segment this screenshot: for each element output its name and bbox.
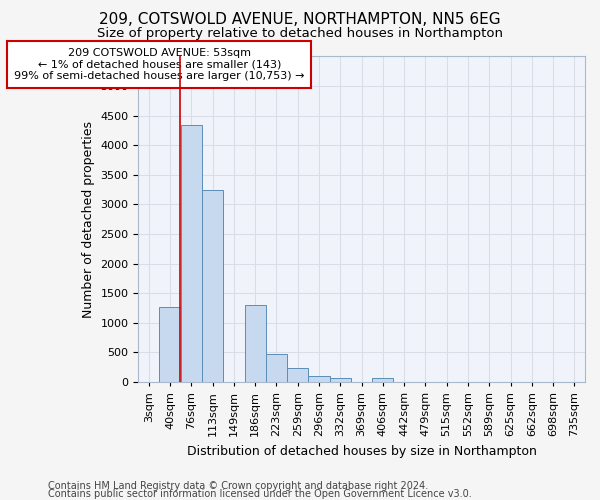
Bar (181, 124, 202, 382)
Text: 209 COTSWOLD AVENUE: 53sqm
← 1% of detached houses are smaller (143)
99% of semi: 209 COTSWOLD AVENUE: 53sqm ← 1% of detac… (14, 48, 305, 82)
Text: Contains HM Land Registry data © Crown copyright and database right 2024.: Contains HM Land Registry data © Crown c… (48, 481, 428, 491)
X-axis label: Distribution of detached houses by size in Northampton: Distribution of detached houses by size … (187, 444, 536, 458)
Bar (329, 378, 351, 382)
Bar (308, 376, 329, 382)
Text: Size of property relative to detached houses in Northampton: Size of property relative to detached ho… (97, 28, 503, 40)
Bar (266, 354, 287, 382)
Bar (160, 307, 181, 382)
Text: Contains public sector information licensed under the Open Government Licence v3: Contains public sector information licen… (48, 489, 472, 499)
Bar (202, 190, 223, 382)
Text: 209, COTSWOLD AVENUE, NORTHAMPTON, NN5 6EG: 209, COTSWOLD AVENUE, NORTHAMPTON, NN5 6… (99, 12, 501, 28)
Bar (245, 305, 266, 382)
Y-axis label: Number of detached properties: Number of detached properties (82, 121, 95, 318)
Bar (287, 368, 308, 382)
Bar (372, 378, 394, 382)
